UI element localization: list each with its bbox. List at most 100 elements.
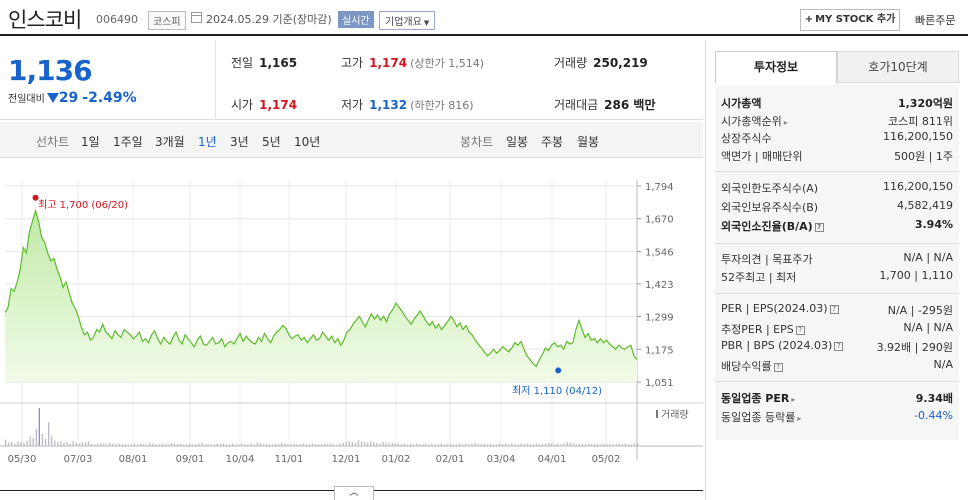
info-label: 시가총액순위 ▸ — [721, 113, 788, 129]
volume-bar — [118, 443, 120, 446]
volume-bar — [158, 444, 160, 446]
company-overview-dropdown[interactable]: 기업개요 ▼ — [379, 11, 436, 30]
volume-bar — [63, 442, 65, 446]
price-change: 전일대비 29 -2.49% — [8, 90, 137, 106]
volume-bar — [54, 440, 56, 446]
trade-amount: 거래대금 286 백만 — [554, 96, 655, 113]
info-label-text: 투자의견 | 목표주가 — [721, 253, 813, 266]
info-label-text: 추정PER | EPS — [721, 323, 794, 336]
help-icon[interactable]: ? — [829, 305, 839, 314]
volume-bar — [364, 442, 366, 446]
volume-bar — [508, 444, 510, 446]
period-3m[interactable]: 3개월 — [155, 135, 185, 149]
volume-bar — [480, 444, 482, 446]
info-row: 외국인한도주식수(A) 116,200,150 — [721, 180, 953, 197]
volume-bar — [268, 444, 271, 446]
volume-bar — [406, 444, 409, 446]
volume-bar — [149, 442, 151, 446]
x-tick-label: 08/01 — [119, 454, 148, 465]
candle-monthly[interactable]: 월봉 — [577, 135, 600, 149]
help-icon[interactable]: ? — [814, 223, 824, 232]
volume-label: 거래량 — [554, 56, 588, 70]
candle-daily[interactable]: 일봉 — [506, 135, 529, 149]
divider — [215, 40, 216, 120]
price-chart[interactable]: 1,794 1,670 1,546 1,423 1,299 1,175 1,051 05/30… — [0, 160, 703, 500]
volume-bar — [394, 443, 396, 446]
volume-bar — [198, 443, 200, 446]
volume-bar — [133, 443, 136, 446]
quick-order-link[interactable]: 빠른주문 — [915, 14, 956, 27]
info-value: -0.44% — [914, 409, 953, 422]
info-value: 116,200,150 — [883, 130, 953, 143]
volume-bar — [87, 441, 90, 447]
plus-icon: + — [804, 14, 814, 25]
period-10y[interactable]: 10년 — [294, 135, 321, 149]
chevron-right-icon: ▸ — [783, 118, 788, 127]
info-value: 500원 | 1주 — [894, 150, 953, 163]
volume-bar — [413, 444, 415, 446]
volume-bar — [597, 444, 599, 446]
volume-bar — [41, 434, 44, 446]
date-label: 2024.05.29 기준(장마감) — [206, 13, 332, 26]
volume-bar — [299, 444, 301, 446]
volume-bar — [262, 444, 264, 446]
volume-bar — [367, 442, 369, 446]
info-value: N/A | N/A — [903, 251, 953, 264]
volume-bar — [44, 438, 47, 446]
info-row[interactable]: 동일업종 PER ▸ 9.34배 — [721, 390, 953, 407]
volume-bar — [321, 444, 323, 446]
volume-bar — [66, 442, 68, 446]
live-badge[interactable]: 실시간 — [338, 11, 374, 28]
volume-bar — [578, 444, 580, 446]
volume-bar — [32, 438, 34, 446]
help-icon[interactable]: ? — [834, 342, 844, 351]
volume-bar — [324, 443, 326, 446]
volume-bar — [222, 443, 225, 446]
volume-bar — [336, 444, 338, 446]
info-label: 상장주식수 — [721, 130, 772, 146]
x-tick-label: 05/30 — [8, 454, 37, 465]
period-1w[interactable]: 1주일 — [113, 135, 143, 149]
chevron-right-icon: ▸ — [797, 414, 802, 423]
candle-weekly[interactable]: 주봉 — [541, 135, 564, 149]
volume-bar — [431, 443, 433, 446]
period-1d[interactable]: 1일 — [81, 135, 100, 149]
volume-bar — [615, 444, 617, 446]
volume-legend: 거래량 — [661, 409, 689, 421]
volume-bar — [594, 443, 596, 446]
my-stock-add-button[interactable]: + MY STOCK 추가 — [800, 9, 900, 31]
volume: 거래량 250,219 — [554, 54, 648, 71]
info-label: 외국인한도주식수(A) — [721, 180, 818, 196]
period-5y[interactable]: 5년 — [262, 135, 281, 149]
volume-bar — [127, 444, 129, 446]
info-row[interactable]: 동일업종 등락률 ▸ -0.44% — [721, 409, 953, 426]
help-icon[interactable]: ? — [795, 326, 805, 335]
tab-investment-info[interactable]: 투자정보 — [715, 51, 837, 83]
info-divider — [715, 293, 959, 294]
volume-bar — [11, 442, 13, 446]
help-icon[interactable]: ? — [773, 363, 783, 372]
chevron-down-icon: ▼ — [423, 19, 430, 27]
volume-bar — [8, 442, 10, 446]
volume-bar — [437, 444, 439, 446]
y-tick-label: 1,546 — [645, 247, 674, 258]
period-1y[interactable]: 1년 — [198, 135, 217, 149]
info-row[interactable]: 시가총액순위 ▸ 코스피 811위 — [721, 113, 953, 130]
volume-bar — [624, 443, 626, 446]
volume-bar — [351, 442, 353, 446]
volume-bar — [502, 444, 504, 446]
tab-order-book[interactable]: 호가10단계 — [837, 51, 959, 83]
chart-scroll-up-button[interactable]: ︿ — [334, 486, 374, 500]
info-row: 외국인소진율(B/A)? 3.94% — [721, 218, 953, 235]
period-3y[interactable]: 3년 — [230, 135, 249, 149]
investment-info-panel: 투자정보 호가10단계 시가총액 1,320억원 시가총액순위 ▸ 코스피 811위 상장… — [705, 40, 968, 500]
y-tick-label: 1,794 — [645, 182, 674, 193]
price-chart-svg: 1,794 1,670 1,546 1,423 1,299 1,175 1,051 05/30… — [0, 180, 703, 465]
volume-bar — [57, 442, 59, 446]
volume-bar — [376, 442, 378, 446]
y-tick-label: 1,051 — [645, 378, 674, 389]
volume-bar — [382, 442, 384, 446]
stock-header: 인스코비 006490 코스피 2024.05.29 기준(장마감) 실시간 기… — [0, 0, 968, 36]
info-label-text: 시가총액순위 — [721, 115, 782, 128]
volume-bar — [275, 443, 277, 446]
